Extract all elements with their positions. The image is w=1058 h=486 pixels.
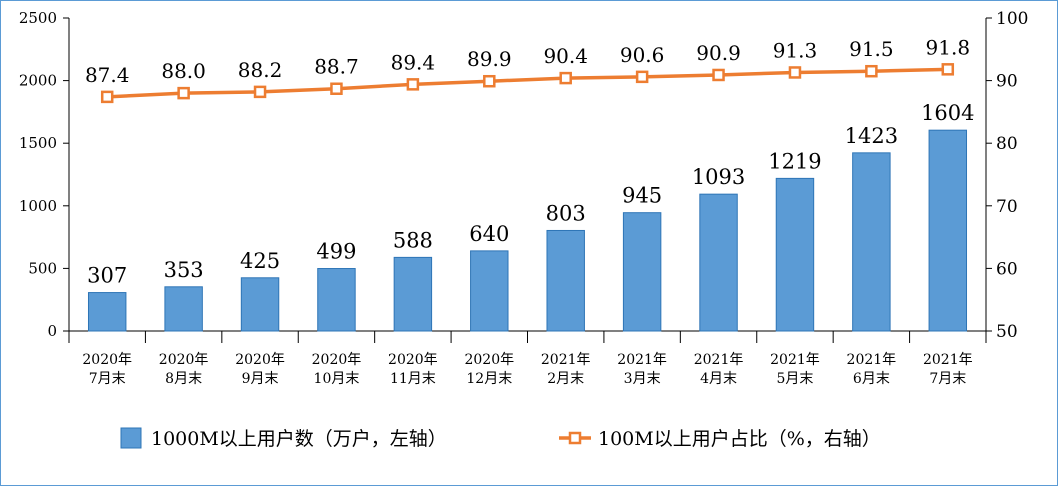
bar — [240, 277, 280, 332]
x-tick-label: 2021年 7月末 — [923, 352, 973, 387]
line-point-marker — [635, 70, 649, 84]
line-value-label: 88.2 — [238, 58, 283, 82]
line-point-marker — [865, 64, 878, 78]
line-value-label: 91.5 — [849, 37, 894, 61]
bar — [393, 256, 433, 332]
line-value-label: 88.0 — [161, 59, 206, 83]
legend-line-label: 100M以上用户占比（%，右轴） — [598, 428, 881, 450]
line-value-label: 91.8 — [926, 35, 971, 59]
bar — [775, 177, 815, 332]
bar — [164, 286, 203, 332]
line-point-marker — [253, 85, 267, 99]
line-point-marker — [330, 82, 343, 95]
line-value-label: 89.4 — [391, 50, 436, 74]
x-tick-label: 2021年 5月末 — [770, 352, 820, 387]
line-value-label: 89.9 — [467, 47, 512, 71]
line-series-path — [107, 67, 948, 99]
right-tick-label: 60 — [996, 259, 1018, 279]
bar-value-label: 1423 — [845, 124, 898, 148]
bar-value-label: 640 — [469, 222, 509, 246]
right-tick-label: 90 — [996, 72, 1018, 92]
right-tick-label: 70 — [996, 197, 1018, 217]
x-tick-label: 2020年 7月末 — [82, 352, 132, 387]
bar — [622, 212, 662, 332]
line-value-label: 90.4 — [543, 44, 588, 68]
bar-value-label: 499 — [316, 240, 356, 264]
bar-value-label: 307 — [87, 264, 127, 288]
line-value-label: 88.7 — [314, 55, 359, 79]
bar — [928, 129, 968, 332]
x-tick-label: 2021年 3月末 — [617, 352, 667, 387]
line-point-marker — [788, 66, 802, 79]
left-tick-label: 500 — [28, 259, 57, 277]
bar — [470, 250, 509, 332]
bar-value-label: 425 — [240, 249, 280, 273]
line-value-label: 87.4 — [85, 63, 130, 87]
bar-value-label: 1219 — [768, 149, 821, 173]
left-tick-label: 2500 — [19, 9, 57, 27]
legend-bar-label: 1000M以上用户数（万户，左轴） — [151, 428, 447, 450]
left-tick-label: 0 — [47, 322, 57, 340]
bar — [87, 292, 127, 332]
bar — [546, 229, 585, 332]
line-point-marker — [712, 68, 725, 82]
line-point-marker — [177, 86, 190, 100]
line-point-marker — [483, 74, 496, 88]
bar — [317, 268, 356, 332]
x-tick-label: 2021年 2月末 — [541, 352, 591, 387]
line-point-marker — [941, 63, 955, 76]
bar-value-label: 353 — [164, 258, 204, 282]
left-tick-label: 1000 — [19, 197, 57, 215]
legend-line-marker — [568, 431, 582, 445]
x-tick-label: 2021年 4月末 — [694, 352, 744, 387]
bar-value-label: 1093 — [692, 165, 745, 189]
line-point-marker — [100, 90, 114, 104]
right-tick-label: 100 — [996, 9, 1028, 29]
right-tick-label: 50 — [996, 322, 1018, 342]
x-tick-label: 2021年 6月末 — [847, 352, 897, 387]
bar — [699, 193, 738, 332]
bar-value-label: 945 — [622, 184, 662, 208]
bar-value-label: 1604 — [921, 101, 974, 125]
line-value-label: 90.9 — [696, 41, 741, 65]
bar — [852, 152, 891, 332]
line-value-label: 91.3 — [773, 38, 818, 62]
x-tick-label: 2020年 8月末 — [159, 352, 209, 387]
bar-value-label: 803 — [546, 201, 586, 225]
x-tick-label: 2020年 9月末 — [235, 352, 285, 387]
x-tick-label: 2020年 11月末 — [388, 352, 438, 387]
line-point-marker — [559, 71, 572, 85]
right-tick-label: 80 — [996, 134, 1018, 154]
left-tick-label: 2000 — [19, 72, 57, 90]
left-tick-label: 1500 — [19, 134, 57, 152]
x-tick-label: 2020年 10月末 — [312, 352, 362, 387]
x-tick-label: 2020年 12月末 — [464, 352, 514, 387]
bar-value-label: 588 — [393, 228, 433, 252]
legend-bar-swatch — [120, 427, 142, 449]
line-point-marker — [406, 78, 420, 91]
line-value-label: 90.6 — [620, 43, 665, 67]
